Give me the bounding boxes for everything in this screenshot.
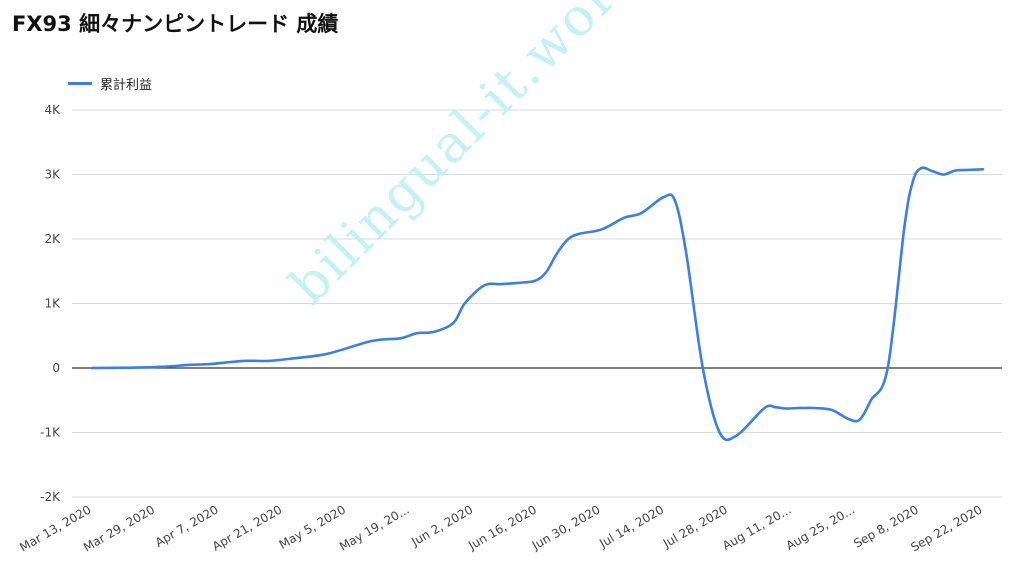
legend-label: 累計利益 bbox=[100, 78, 153, 93]
legend-swatch bbox=[68, 82, 92, 85]
x-tick-label: Mar 13, 2020 bbox=[17, 502, 93, 554]
x-tick-label: Jul 28, 2020 bbox=[660, 502, 730, 550]
x-tick-label: Jun 30, 2020 bbox=[529, 502, 603, 553]
y-tick-label: 2K bbox=[44, 232, 61, 246]
x-tick-label: Aug 11, 20... bbox=[720, 502, 794, 553]
x-tick-label: Jun 2, 2020 bbox=[408, 502, 475, 549]
x-tick-label: Jun 16, 2020 bbox=[465, 502, 539, 553]
legend: 累計利益 bbox=[68, 74, 152, 93]
series-line-cumulative-profit bbox=[90, 166, 985, 442]
x-tick-label: May 5, 2020 bbox=[277, 502, 348, 551]
y-tick-label: 4K bbox=[44, 103, 61, 117]
x-tick-label: Aug 25, 20... bbox=[784, 502, 858, 553]
x-tick-label: Mar 29, 2020 bbox=[81, 502, 157, 554]
y-tick-label: 3K bbox=[44, 168, 61, 182]
x-tick-label: Sep 22, 2020 bbox=[908, 502, 984, 554]
y-tick-label: -2K bbox=[40, 490, 61, 504]
x-tick-label: Apr 21, 2020 bbox=[210, 502, 285, 553]
x-tick-label: Jul 14, 2020 bbox=[596, 502, 666, 550]
x-tick-label: May 19, 20... bbox=[337, 502, 412, 553]
y-tick-label: -1K bbox=[40, 426, 61, 440]
y-tick-label: 0 bbox=[52, 361, 60, 375]
y-tick-label: 1K bbox=[44, 297, 61, 311]
chart-title: FX93 細々ナンピントレード 成績 bbox=[12, 12, 339, 36]
